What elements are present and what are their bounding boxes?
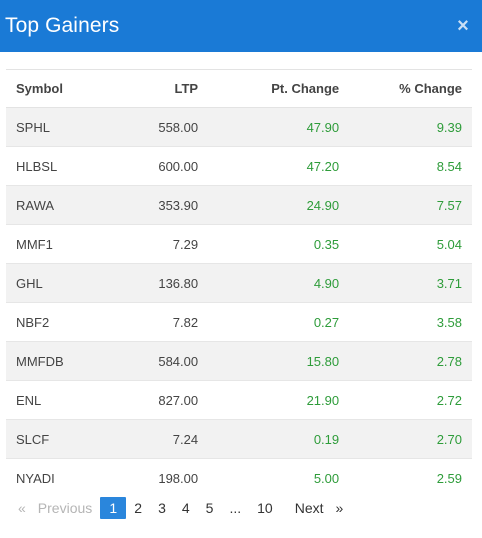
- table-row[interactable]: RAWA 353.90 24.90 7.57: [6, 185, 472, 225]
- column-header-symbol[interactable]: Symbol: [6, 69, 119, 108]
- cell-pt-change: 5.00: [313, 470, 340, 486]
- cell-pct-change: 2.70: [436, 431, 462, 447]
- cell-pct-change: 8.54: [436, 158, 462, 174]
- cell-ltp: 7.82: [172, 314, 199, 330]
- pagination: « Previous 1 2 3 4 5 ... 10 Next »: [10, 497, 351, 519]
- previous-arrow-icon: «: [18, 500, 26, 516]
- cell-pt-change: 0.27: [313, 314, 340, 330]
- cell-symbol: SPHL: [16, 119, 50, 135]
- page-button-4[interactable]: 4: [181, 500, 190, 516]
- table-row[interactable]: GHL 136.80 4.90 3.71: [6, 263, 472, 303]
- previous-label: Previous: [37, 500, 93, 516]
- cell-pt-change: 0.19: [313, 431, 340, 447]
- column-header-pct-change[interactable]: % Change: [339, 69, 472, 108]
- cell-pct-change: 3.58: [436, 314, 462, 330]
- cell-symbol: MMF1: [16, 236, 53, 252]
- table-row[interactable]: HLBSL 600.00 47.20 8.54: [6, 147, 472, 186]
- column-header-pt-change[interactable]: Pt. Change: [198, 69, 340, 108]
- cell-pt-change: 4.90: [313, 275, 340, 291]
- cell-ltp: 7.24: [172, 431, 199, 447]
- cell-pt-change: 24.90: [306, 197, 340, 213]
- cell-pct-change: 3.71: [436, 275, 462, 291]
- cell-ltp: 584.00: [158, 353, 199, 369]
- page-button-3[interactable]: 3: [158, 500, 166, 516]
- pagination-ellipsis: ...: [229, 500, 242, 516]
- table-row[interactable]: MMF1 7.29 0.35 5.04: [6, 225, 472, 264]
- page-button-2[interactable]: 2: [134, 500, 143, 516]
- cell-symbol: RAWA: [16, 197, 55, 213]
- cell-pt-change: 47.20: [306, 158, 340, 174]
- table-header-row: Symbol LTP Pt. Change % Change: [6, 69, 472, 108]
- cell-pct-change: 2.72: [436, 392, 462, 408]
- table-row[interactable]: NYADI 198.00 5.00 2.59: [6, 459, 472, 498]
- table-row[interactable]: SPHL 558.00 47.90 9.39: [6, 107, 472, 147]
- cell-pct-change: 9.39: [436, 119, 462, 135]
- page-button-5[interactable]: 5: [205, 500, 214, 516]
- page-button-1[interactable]: 1: [100, 497, 127, 519]
- cell-pct-change: 2.78: [436, 353, 462, 369]
- next-label: Next: [294, 500, 324, 516]
- cell-pct-change: 5.04: [436, 236, 462, 252]
- table-row[interactable]: MMFDB 584.00 15.80 2.78: [6, 341, 472, 381]
- close-icon[interactable]: ×: [457, 15, 469, 37]
- cell-symbol: NYADI: [16, 470, 55, 486]
- previous-page-button[interactable]: « Previous: [10, 497, 100, 519]
- cell-symbol: SLCF: [16, 431, 50, 447]
- cell-pt-change: 21.90: [306, 392, 340, 408]
- modal-header: Top Gainers ×: [0, 0, 482, 52]
- cell-ltp: 827.00: [158, 392, 199, 408]
- next-page-button[interactable]: Next »: [287, 497, 352, 519]
- gainers-table: Symbol LTP Pt. Change % Change SPHL 558.0…: [6, 69, 472, 498]
- table-row[interactable]: SLCF 7.24 0.19 2.70: [6, 419, 472, 459]
- gainers-table-container: Symbol LTP Pt. Change % Change SPHL 558.0…: [6, 69, 472, 498]
- cell-pt-change: 47.90: [306, 119, 340, 135]
- cell-pt-change: 15.80: [306, 353, 340, 369]
- cell-ltp: 7.29: [172, 236, 199, 252]
- table-row[interactable]: ENL 827.00 21.90 2.72: [6, 381, 472, 420]
- next-arrow-icon: »: [335, 500, 344, 516]
- cell-ltp: 558.00: [158, 119, 199, 135]
- cell-symbol: HLBSL: [16, 158, 58, 174]
- cell-symbol: NBF2: [16, 314, 50, 330]
- cell-symbol: GHL: [16, 275, 43, 291]
- cell-symbol: ENL: [16, 392, 42, 408]
- cell-ltp: 198.00: [158, 470, 199, 486]
- table-row[interactable]: NBF2 7.82 0.27 3.58: [6, 303, 472, 342]
- cell-symbol: MMFDB: [16, 353, 64, 369]
- page-button-10[interactable]: 10: [257, 500, 273, 516]
- cell-ltp: 600.00: [158, 158, 199, 174]
- modal-title: Top Gainers: [5, 14, 120, 37]
- cell-ltp: 136.80: [158, 275, 199, 291]
- cell-pct-change: 7.57: [436, 197, 462, 213]
- cell-pct-change: 2.59: [436, 470, 462, 486]
- cell-ltp: 353.90: [158, 197, 199, 213]
- column-header-ltp[interactable]: LTP: [118, 69, 199, 108]
- cell-pt-change: 0.35: [313, 236, 340, 252]
